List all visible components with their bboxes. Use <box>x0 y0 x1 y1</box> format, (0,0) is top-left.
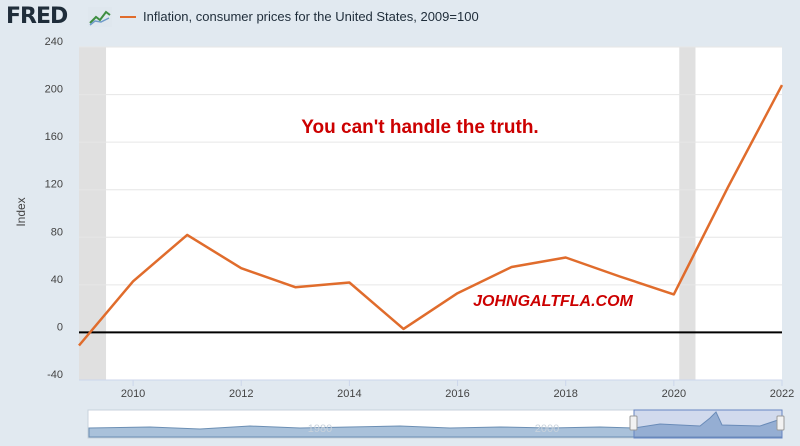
navigator-label-left: 1980 <box>308 423 332 435</box>
x-tick-label: 2014 <box>337 388 361 400</box>
y-tick-label: -40 <box>47 369 63 381</box>
y-tick-label: 80 <box>51 226 63 238</box>
watermark-annotation: JOHNGALTFLA.COM <box>473 293 633 310</box>
navigator-label-right: 2000 <box>535 423 559 435</box>
data-point-2011 <box>185 233 189 237</box>
y-tick-label: 40 <box>51 274 63 286</box>
x-tick-label: 2012 <box>229 388 253 400</box>
data-point-2012 <box>239 266 243 270</box>
x-tick-label: 2022 <box>770 388 794 400</box>
x-tick-label: 2018 <box>553 388 577 400</box>
legend-label: Inflation, consumer prices for the Unite… <box>143 9 479 24</box>
quote-annotation: You can't handle the truth. <box>301 117 538 138</box>
y-tick-label: 160 <box>45 131 63 143</box>
y-tick-label: 120 <box>45 179 63 191</box>
x-tick-label: 2010 <box>121 388 145 400</box>
navigator-handle-left[interactable] <box>629 415 638 431</box>
data-point-2009 <box>77 344 81 348</box>
y-tick-label: 240 <box>45 36 63 48</box>
recession-band-0 <box>79 47 107 380</box>
range-navigator[interactable]: 1980 2000 <box>87 409 785 439</box>
fred-logo[interactable]: FRED <box>6 4 68 29</box>
legend-swatch <box>120 15 136 18</box>
y-tick-label: 200 <box>45 84 63 96</box>
data-point-2013 <box>293 285 297 289</box>
data-point-2010 <box>131 279 135 283</box>
data-point-2014 <box>347 280 351 284</box>
x-tick-label: 2020 <box>662 388 686 400</box>
data-point-2021 <box>726 185 730 189</box>
series-line <box>78 84 784 347</box>
data-point-2016 <box>456 291 460 295</box>
line-chart-icon <box>88 7 112 27</box>
navigator-handle-right[interactable] <box>776 415 785 431</box>
data-point-2020 <box>672 292 676 296</box>
y-tick-label: 0 <box>57 321 63 333</box>
recession-band-1 <box>679 47 696 380</box>
x-tick-label: 2016 <box>445 388 469 400</box>
data-point-2015 <box>401 327 405 331</box>
navigator-selection[interactable] <box>633 409 783 439</box>
legend[interactable]: Inflation, consumer prices for the Unite… <box>120 9 479 24</box>
data-point-2017 <box>510 265 514 269</box>
data-point-2022 <box>780 83 784 87</box>
data-point-2018 <box>564 256 568 260</box>
data-point-2019 <box>618 275 622 279</box>
plot-background <box>79 47 782 380</box>
header: FRED Inflation, consumer prices for the … <box>0 0 800 36</box>
y-axis-label: Index <box>14 197 28 226</box>
